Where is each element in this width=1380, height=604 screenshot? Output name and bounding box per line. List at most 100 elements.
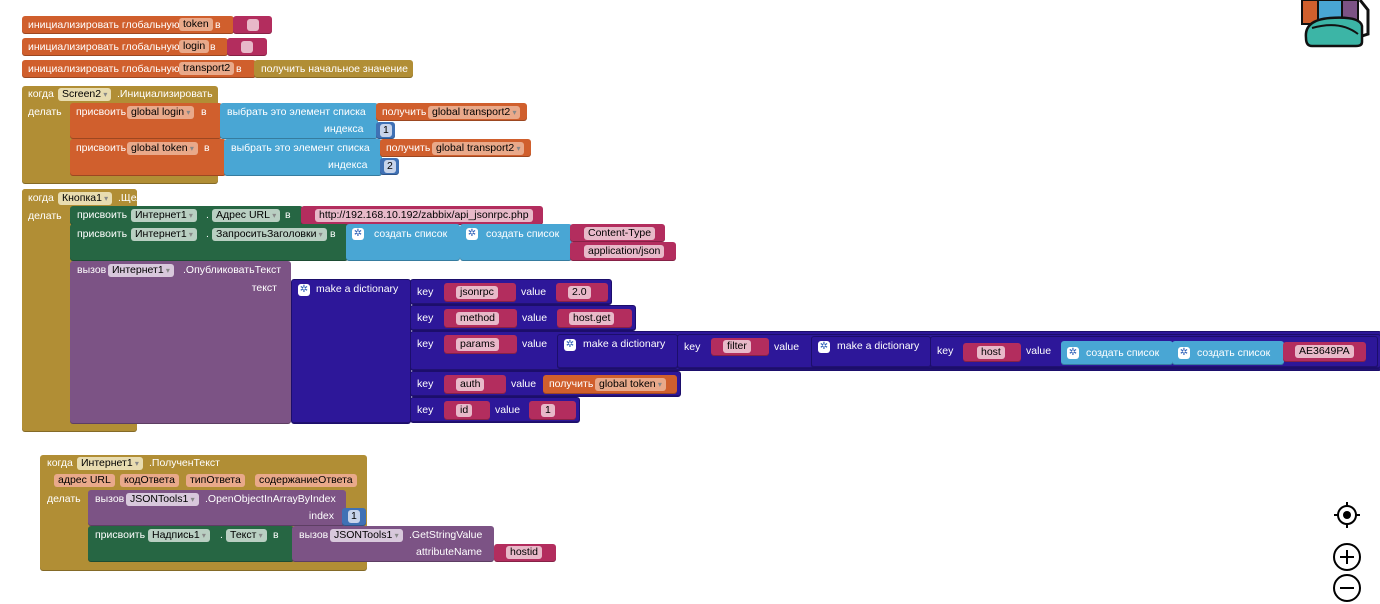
text-block[interactable]: auth	[444, 375, 506, 394]
component-dropdown[interactable]: Интернет1	[131, 228, 197, 241]
text-field[interactable]: host	[977, 346, 1005, 359]
get-global-token[interactable]: получить global token	[543, 375, 677, 394]
property-dropdown[interactable]: ЗапроситьЗаголовки	[212, 228, 327, 241]
select-list-item-block[interactable]: выбрать это элемент списка индекса	[220, 103, 378, 139]
pair-params[interactable]: key params value ✲ make a dictionary key …	[410, 331, 1380, 371]
component-dropdown[interactable]: Интернет1	[108, 264, 174, 277]
text-block[interactable]: filter	[711, 338, 769, 356]
backpack-icon[interactable]	[1290, 0, 1370, 50]
text-block[interactable]: jsonrpc	[444, 283, 516, 302]
target-icon[interactable]	[1332, 500, 1362, 530]
pair-method[interactable]: key method value host.get	[410, 305, 636, 331]
var-name-field[interactable]: token	[179, 18, 213, 31]
var-dropdown[interactable]: global token	[595, 378, 666, 391]
pair-filter[interactable]: key filter value ✲ make a dictionary key …	[677, 334, 1380, 369]
text-field[interactable]: hostid	[506, 546, 543, 559]
text-field[interactable]	[241, 41, 253, 53]
text-field[interactable]: filter	[723, 340, 751, 353]
make-dictionary-block[interactable]: ✲ make a dictionary	[811, 336, 931, 368]
get-global-transport2[interactable]: получить global transport2	[376, 103, 527, 121]
gear-icon[interactable]: ✲	[1178, 347, 1190, 359]
component-dropdown[interactable]: Screen2	[58, 88, 112, 101]
var-dropdown[interactable]: global token	[127, 142, 198, 155]
create-list-block[interactable]: ✲ создать список	[1172, 341, 1284, 365]
text-field[interactable]: host.get	[569, 312, 615, 325]
set-web1-request-headers[interactable]: присвоить Интернет1 . ЗапроситьЗаголовки…	[70, 224, 348, 261]
number-field[interactable]: 2	[384, 160, 396, 173]
set-web1-url[interactable]: присвоить Интернет1 . Адрес URL в	[70, 206, 303, 225]
text-block[interactable]: AE3649PA	[1283, 342, 1366, 362]
gear-icon[interactable]: ✲	[564, 339, 576, 351]
text-application-json[interactable]: application/json	[570, 242, 676, 261]
init-global-token[interactable]: инициализировать глобальную token в	[22, 16, 234, 34]
text-empty-login[interactable]	[227, 38, 267, 56]
make-dictionary-block[interactable]: ✲ make a dictionary	[557, 334, 678, 369]
get-global-transport2[interactable]: получить global transport2	[380, 139, 531, 157]
number-block[interactable]: 1	[376, 122, 395, 139]
text-field[interactable]: params	[456, 338, 500, 351]
text-field[interactable]: id	[456, 404, 473, 417]
var-dropdown[interactable]: global transport2	[432, 142, 525, 155]
text-field[interactable]: auth	[456, 378, 485, 391]
init-global-transport2[interactable]: инициализировать глобальную transport2 в	[22, 60, 256, 78]
call-jsontools-get-string[interactable]: вызов JSONTools1 .GetStringValue attribu…	[292, 526, 494, 562]
gear-icon[interactable]: ✲	[818, 341, 830, 353]
text-field[interactable]: 1	[541, 404, 555, 417]
get-start-value-block[interactable]: получить начальное значение	[254, 60, 413, 78]
text-field[interactable]: AE3649PA	[1295, 345, 1354, 358]
plus-circle-icon[interactable]	[1331, 541, 1363, 573]
text-field[interactable]: Content-Type	[584, 227, 656, 240]
param-url[interactable]: адрес URL	[54, 474, 115, 487]
number-field[interactable]: 1	[380, 124, 392, 137]
text-hostid[interactable]: hostid	[494, 544, 556, 562]
text-field[interactable]: http://192.168.10.192/zabbix/api_jsonrpc…	[315, 209, 533, 222]
pair-jsonrpc[interactable]: key jsonrpc value 2.0	[410, 279, 612, 305]
number-block[interactable]: 2	[380, 158, 399, 175]
number-block[interactable]: 1	[342, 508, 366, 526]
text-empty-token[interactable]	[233, 16, 272, 34]
create-list-block[interactable]: ✲ создать список	[1061, 341, 1173, 365]
component-dropdown[interactable]: JSONTools1	[330, 529, 403, 542]
var-name-field[interactable]: transport2	[179, 62, 235, 75]
text-field[interactable]: method	[456, 312, 500, 325]
set-global-login[interactable]: присвоить global login в	[70, 103, 222, 139]
gear-icon[interactable]: ✲	[298, 284, 310, 296]
minus-circle-icon[interactable]	[1331, 572, 1363, 604]
property-dropdown[interactable]: Адрес URL	[212, 209, 281, 222]
text-block[interactable]: host.get	[557, 309, 632, 328]
property-dropdown[interactable]: Текст	[226, 529, 267, 542]
component-dropdown[interactable]: Интернет1	[77, 457, 143, 470]
text-block[interactable]: id	[444, 401, 490, 420]
pair-host[interactable]: key host value ✲ создать список ✲ создать …	[930, 336, 1378, 368]
var-dropdown[interactable]: global transport2	[428, 106, 521, 119]
component-dropdown[interactable]: Надпись1	[148, 529, 210, 542]
param-response-type[interactable]: типОтвета	[186, 474, 245, 487]
text-block[interactable]: host	[963, 343, 1021, 362]
gear-icon[interactable]: ✲	[466, 228, 478, 240]
gear-icon[interactable]: ✲	[1067, 347, 1079, 359]
pair-id[interactable]: key id value 1	[410, 397, 580, 423]
create-list-block[interactable]: ✲ создать список	[346, 224, 460, 261]
create-list-block[interactable]: ✲ создать список	[460, 224, 572, 261]
param-response-code[interactable]: кодОтвета	[120, 474, 179, 487]
component-dropdown[interactable]: Интернет1	[131, 209, 197, 222]
number-field[interactable]: 1	[348, 510, 360, 523]
call-jsontools-open-object[interactable]: вызов JSONTools1 .OpenObjectInArrayByInd…	[88, 490, 346, 526]
make-dictionary-block[interactable]: ✲ make a dictionary	[291, 279, 411, 424]
call-web1-post-text[interactable]: вызов Интернет1 .ОпубликоватьТекст текст	[70, 261, 291, 424]
component-dropdown[interactable]: JSONTools1	[126, 493, 199, 506]
gear-icon[interactable]: ✲	[352, 228, 364, 240]
var-dropdown[interactable]: global login	[127, 106, 195, 119]
text-block[interactable]: 2.0	[556, 283, 608, 302]
component-dropdown[interactable]: Кнопка1	[58, 192, 113, 205]
text-field[interactable]: 2.0	[568, 286, 591, 299]
var-name-field[interactable]: login	[179, 40, 210, 53]
text-block[interactable]: method	[444, 309, 517, 328]
param-response-content[interactable]: содержаниеОтвета	[255, 474, 357, 487]
text-field[interactable]: jsonrpc	[456, 286, 498, 299]
text-block[interactable]: params	[444, 335, 517, 354]
set-label1-text[interactable]: присвоить Надпись1 . Текст в	[88, 526, 294, 562]
text-field[interactable]: application/json	[584, 245, 665, 258]
text-url[interactable]: http://192.168.10.192/zabbix/api_jsonrpc…	[301, 206, 543, 225]
init-global-login[interactable]: инициализировать глобальную login в	[22, 38, 228, 56]
